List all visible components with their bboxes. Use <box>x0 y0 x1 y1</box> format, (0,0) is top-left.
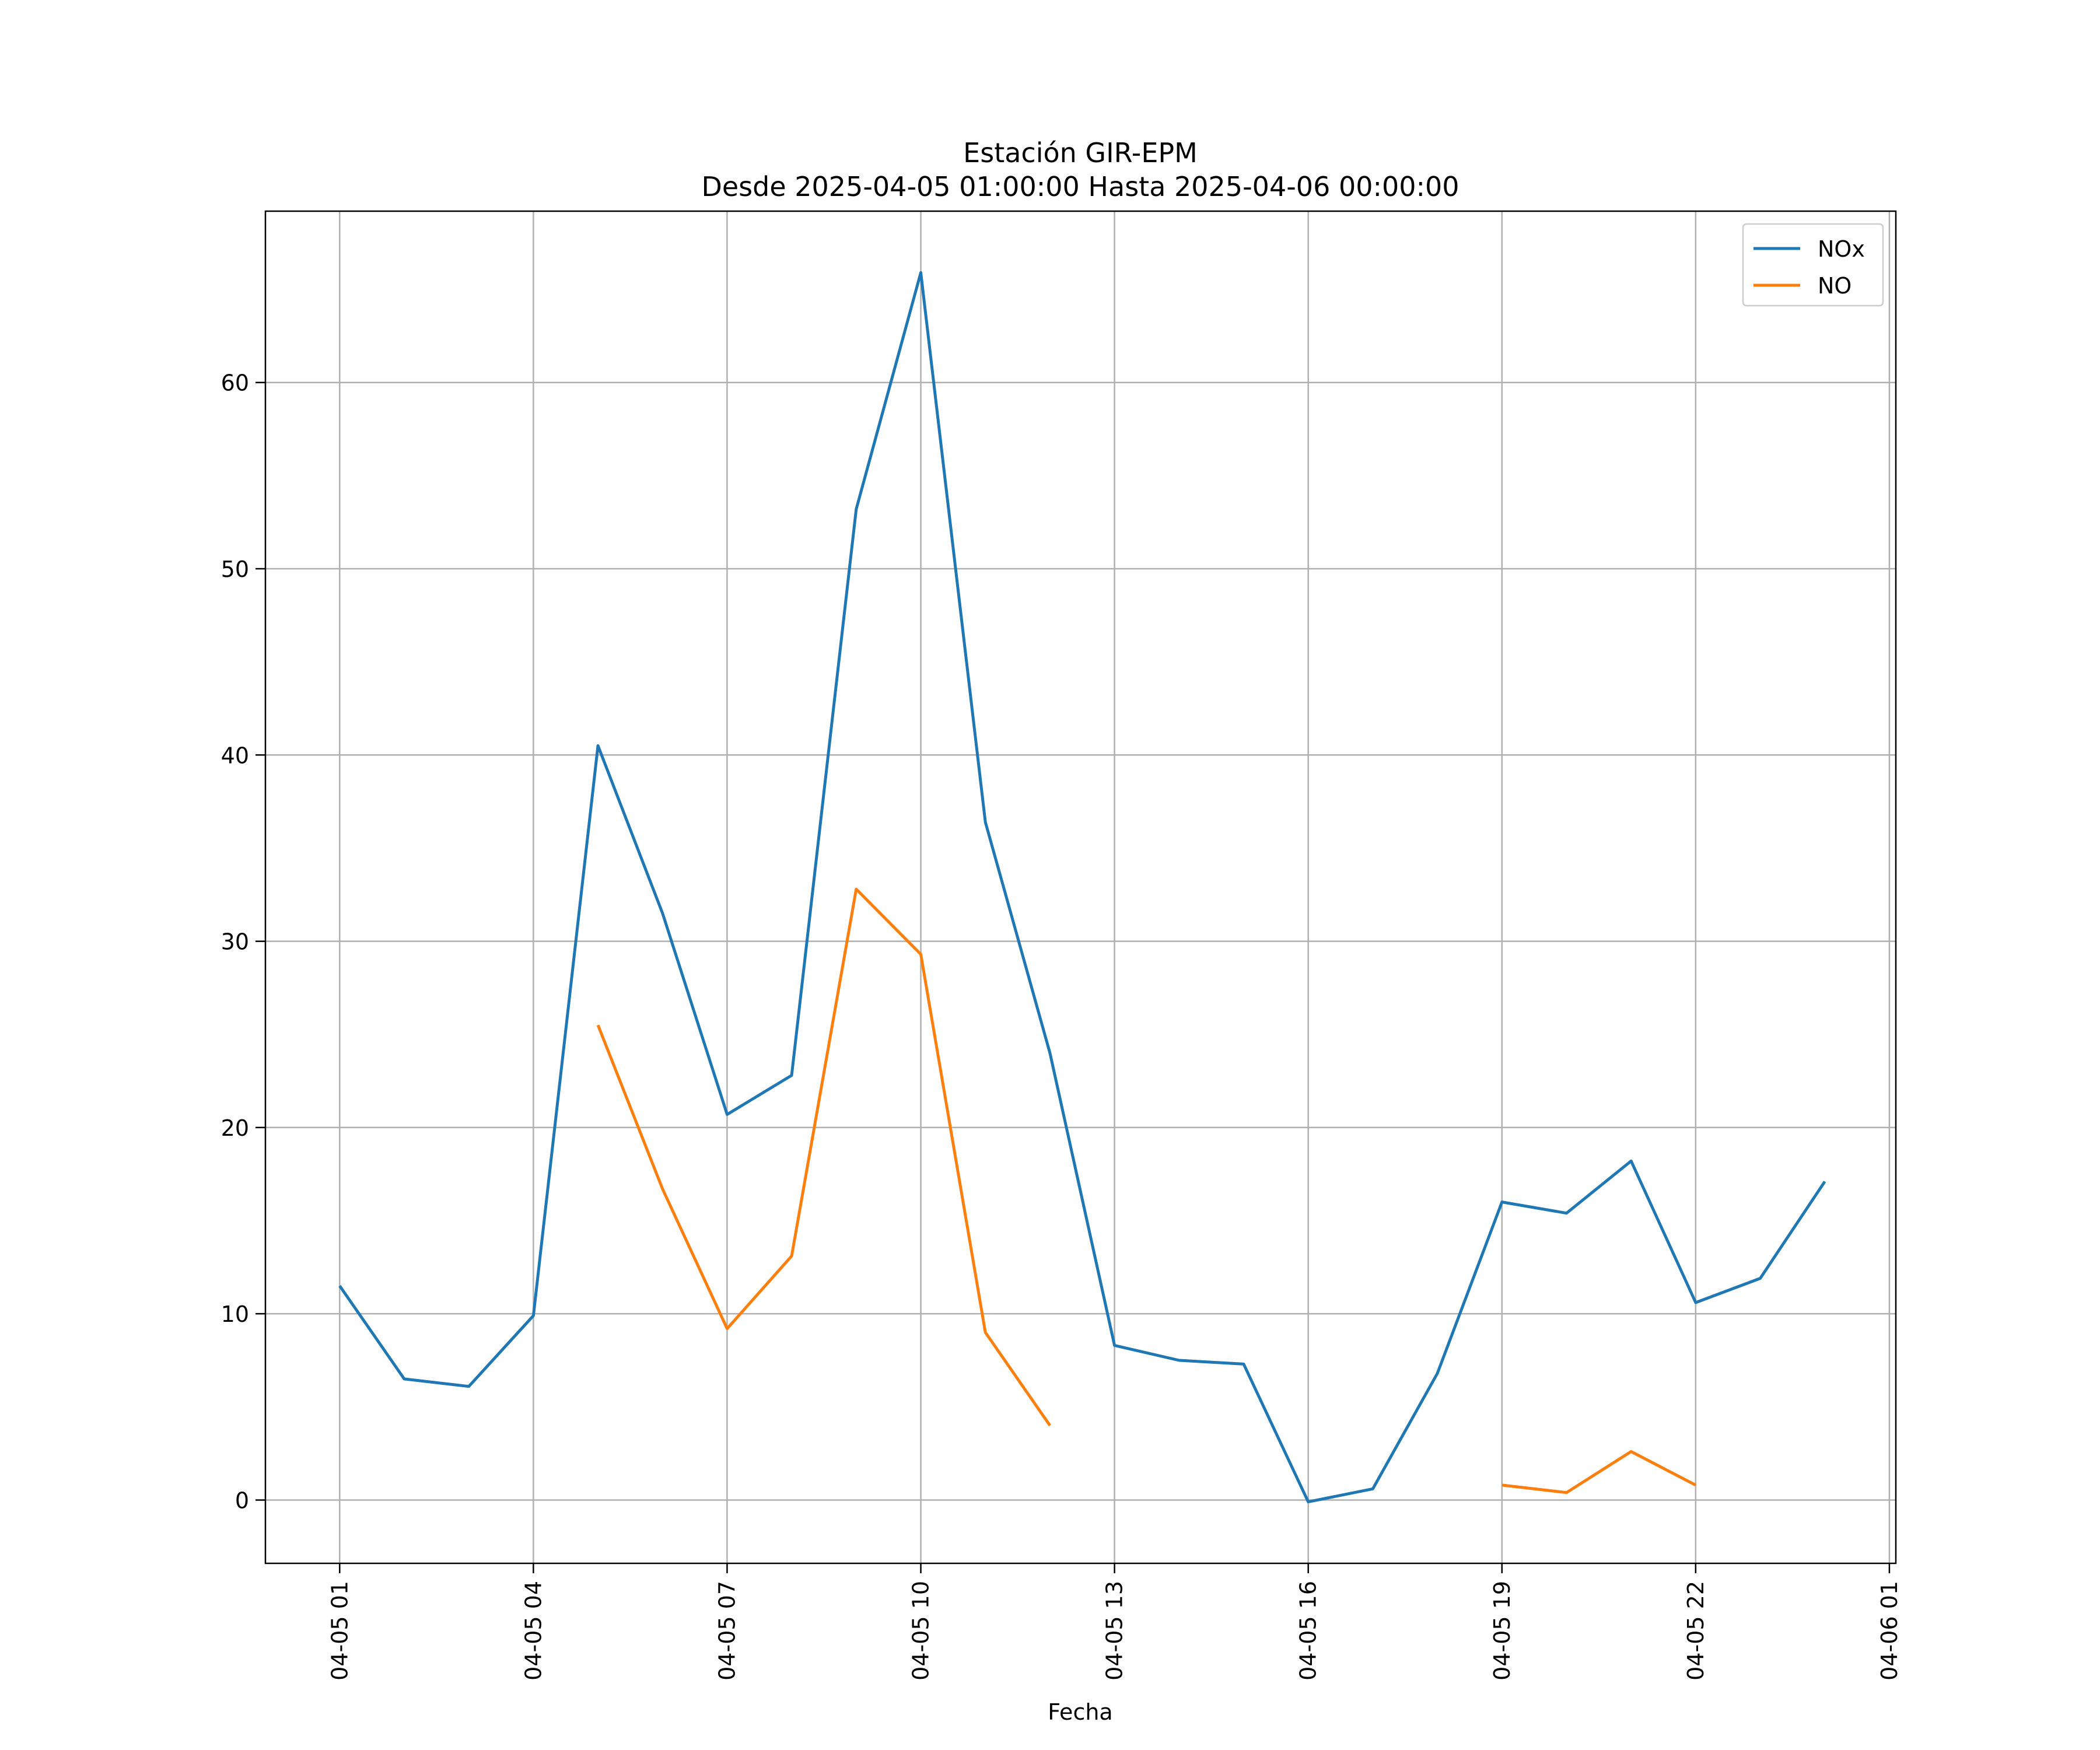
series-nox <box>338 271 1826 1504</box>
legend: NOx NO <box>1742 223 1884 307</box>
y-tick-label: 60 <box>221 370 249 396</box>
series-lines <box>338 271 1826 1504</box>
y-tick-label: 10 <box>221 1301 249 1327</box>
x-axis-ticks: 04-05 01 04-05 04 04-05 07 04-05 10 04-05 13… <box>327 1563 1902 1681</box>
chart-subtitle: Desde 2025-04-05 01:00:00 Hasta 2025-04-… <box>701 171 1459 202</box>
y-tick-label: 40 <box>221 743 249 768</box>
x-tick-label: 04-05 10 <box>908 1581 934 1681</box>
series-no <box>596 887 1697 1494</box>
x-tick-label: 04-05 22 <box>1683 1581 1709 1681</box>
series-line-segment <box>1502 1450 1697 1494</box>
x-axis-label: Fecha <box>1048 1699 1112 1725</box>
chart-title: Estación GIR-EPM <box>963 137 1198 169</box>
x-tick-label: 04-05 16 <box>1296 1581 1321 1681</box>
plot-frame <box>264 210 1897 1564</box>
x-tick-label: 04-05 04 <box>520 1581 546 1681</box>
y-tick-label: 50 <box>221 556 249 582</box>
x-tick-label: 04-05 19 <box>1489 1581 1515 1681</box>
y-axis-ticks: 0 10 20 30 40 50 60 <box>221 370 265 1513</box>
y-tick-label: 20 <box>221 1115 249 1141</box>
x-tick-label: 04-05 07 <box>714 1581 740 1681</box>
series-line-segment <box>596 887 1051 1427</box>
legend-label-nox: NOx <box>1818 236 1865 262</box>
y-tick-label: 0 <box>235 1488 249 1513</box>
y-tick-label: 30 <box>221 929 249 955</box>
legend-label-no: NO <box>1818 273 1852 299</box>
x-tick-label: 04-05 13 <box>1102 1581 1128 1681</box>
x-tick-label: 04-05 01 <box>327 1581 352 1681</box>
x-tick-label: 04-06 01 <box>1877 1581 1902 1681</box>
series-line-segment <box>338 271 1826 1504</box>
grid <box>265 211 1896 1563</box>
